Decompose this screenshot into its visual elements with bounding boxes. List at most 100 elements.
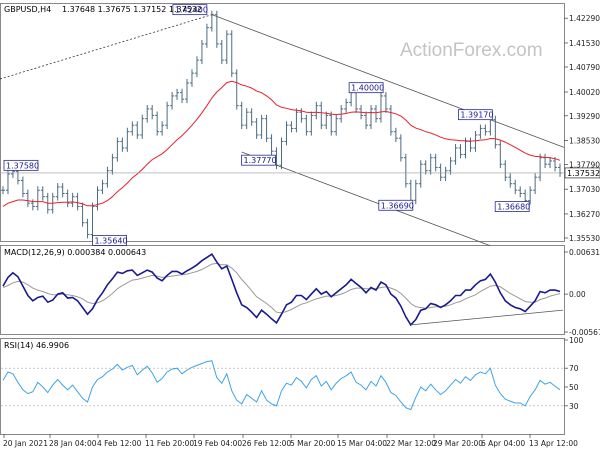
x-tick-label: 4 Feb 12:00: [97, 439, 142, 448]
x-tick-label: 13 Apr 12:00: [529, 439, 578, 448]
x-tick-label: 20 Jan 2021: [3, 439, 48, 448]
price-annotation: 1.37770: [241, 154, 277, 166]
annotation-text: 1.36690: [381, 201, 414, 210]
price-bar: [314, 101, 319, 120]
price-bar: [304, 114, 309, 136]
price-bar: [75, 192, 80, 211]
symbol-label: GBPUSD,H4: [4, 5, 51, 14]
y-tick-label: 1.37790: [569, 161, 600, 170]
annotation-text: 1.42400: [175, 6, 208, 15]
price-annotation: 1.36690: [378, 199, 414, 211]
current-price-box: [564, 167, 600, 179]
annotation-box: [378, 199, 414, 211]
price-bar: [160, 121, 165, 136]
price-bar: [418, 160, 423, 188]
rsi-tick-label: 70: [569, 364, 579, 373]
price-bar: [234, 69, 239, 110]
price-bar: [150, 105, 155, 120]
annotation-box: [348, 82, 384, 94]
price-bar: [538, 153, 543, 182]
macd-trend-line: [410, 309, 564, 326]
price-bar: [548, 157, 553, 169]
price-bar: [130, 121, 135, 136]
rsi-tick-label: 100: [569, 336, 584, 345]
y-tick-label: 1.40790: [569, 63, 600, 72]
y-tick-label: 1.38530: [569, 136, 600, 145]
price-bar: [448, 157, 453, 175]
price-bar: [388, 105, 393, 136]
price-bar: [294, 108, 299, 133]
price-annotation: 1.37580: [3, 159, 39, 171]
annotation-text: 1.40000: [351, 84, 384, 93]
price-bar: [269, 134, 274, 156]
price-bar: [199, 40, 204, 65]
price-bar: [453, 144, 458, 165]
price-bar: [513, 179, 518, 195]
macd-tick-label: 0.00631: [569, 248, 600, 257]
price-bar: [423, 160, 428, 175]
price-bar: [180, 88, 185, 104]
price-bar: [95, 186, 100, 211]
x-tick-label: 6 Apr 04:00: [481, 439, 525, 448]
annotation-box: [3, 159, 39, 171]
watermark: ActionForex.com: [400, 40, 543, 61]
price-bar: [383, 92, 388, 113]
price-bar: [224, 30, 229, 65]
price-bar: [60, 183, 65, 198]
macd-panel: [0, 245, 565, 335]
price-bar: [229, 30, 234, 78]
price-bar: [309, 111, 314, 136]
y-tick-label: 1.41530: [569, 39, 600, 48]
y-tick-label: 1.40020: [569, 88, 600, 97]
x-tick-label: 11 Feb 20:00: [145, 439, 194, 448]
price-bar: [403, 153, 408, 188]
rsi-tick-label: 30: [569, 402, 579, 411]
annotation-text: 1.39170: [460, 111, 493, 120]
channel-upper-line: [211, 14, 565, 148]
price-bar: [473, 131, 478, 152]
price-bar: [478, 124, 483, 139]
price-bar: [393, 127, 398, 143]
price-bar: [503, 160, 508, 182]
x-tick-label: 5 Mar 20:00: [290, 439, 336, 448]
price-bar: [553, 157, 558, 172]
price-bar: [438, 163, 443, 182]
price-bar: [145, 105, 150, 123]
price-bar: [140, 114, 145, 139]
price-bar: [458, 144, 463, 159]
price-bar: [428, 153, 433, 175]
price-bar: [70, 192, 75, 208]
x-tick-label: 28 Jan 04:00: [49, 439, 97, 448]
price-bar: [55, 183, 60, 201]
price-bar: [1, 186, 5, 195]
x-tick-label: 29 Mar 20:00: [433, 439, 483, 448]
price-bar: [100, 179, 105, 195]
y-tick-label: 1.35530: [569, 234, 600, 243]
price-bar: [90, 202, 95, 239]
price-bar: [120, 137, 125, 152]
price-bar: [219, 40, 224, 65]
rsi-tick-label: 50: [569, 383, 579, 392]
current-price-label: 1.37532: [567, 169, 600, 178]
macd-line: [2, 252, 561, 327]
price-bar: [413, 179, 418, 205]
price-bar: [35, 186, 40, 211]
annotation-text: 1.37580: [6, 161, 39, 170]
channel-lower-line: [241, 151, 491, 247]
x-tick-label: 26 Feb 12:00: [242, 439, 291, 448]
price-bar: [259, 114, 264, 139]
price-bar: [165, 101, 170, 130]
price-bar: [264, 114, 269, 143]
macd-label: MACD(12,26,9) 0.000384 0.000643: [4, 248, 146, 257]
price-bar: [185, 79, 190, 104]
price-bar: [533, 173, 538, 195]
price-bar: [528, 186, 533, 205]
price-bar: [369, 105, 374, 130]
macd-tick-label: 0.00: [569, 290, 586, 299]
rsi-panel: [0, 338, 565, 435]
x-tick-label: 22 Mar 12:00: [386, 439, 436, 448]
dotted-trend-line: [0, 14, 212, 80]
y-tick-label: 1.39290: [569, 112, 600, 121]
annotation-text: 1.37770: [244, 156, 277, 165]
price-annotation: 1.35640: [92, 235, 128, 246]
